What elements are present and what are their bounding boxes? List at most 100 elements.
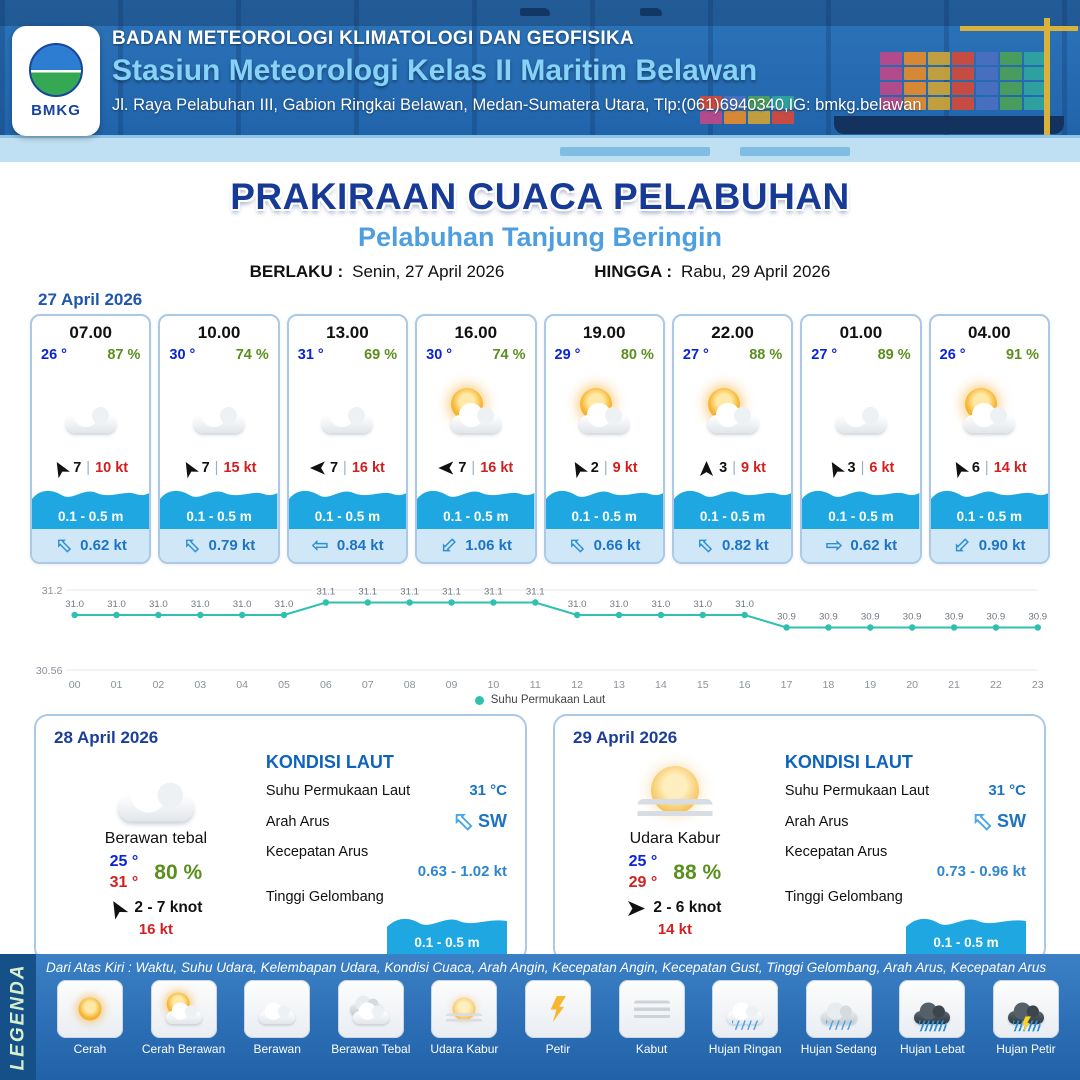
station-name: Stasiun Meteorologi Kelas II Maritim Bel… <box>112 54 758 87</box>
outlook-temps: 25 ° 29 ° 88 % <box>629 853 722 892</box>
valid-from-label: BERLAKU : <box>249 262 344 281</box>
wind-speed: 7 <box>201 460 210 476</box>
current-dir-label: Arah Arus <box>784 813 849 830</box>
wave-height-band: 0.1 - 0.5 m <box>288 483 407 529</box>
divider: | <box>860 460 865 476</box>
outlook-temps: 25 ° 31 ° 80 % <box>110 853 203 892</box>
hujan-ringan-icon <box>720 990 770 1030</box>
air-temperature: 30 ° <box>169 347 196 363</box>
weather-icon-zone <box>546 363 663 460</box>
wave-height-box: 0.1 - 0.5 m <box>387 909 507 957</box>
sst-label: Suhu Permukaan Laut <box>265 782 411 799</box>
legend-icon-box <box>618 980 685 1038</box>
outlook-weather-icon-zone <box>637 764 713 823</box>
wind-row: 7 | 16 kt <box>417 460 534 483</box>
forecast-time: 07.00 <box>69 323 112 342</box>
legend-label: Cerah Berawan <box>141 1042 226 1056</box>
crane-icon <box>960 26 1078 31</box>
wind-direction-icon <box>179 458 199 478</box>
wind-row: 2 - 7 knot <box>109 899 202 917</box>
svg-text:23: 23 <box>1032 679 1044 691</box>
svg-text:31.1: 31.1 <box>317 587 336 598</box>
wave-graphic <box>387 918 507 957</box>
wind-row: 3 | 9 kt <box>674 460 791 483</box>
bench-decoration <box>560 147 710 156</box>
current-speed-label: Kecepatan Arus <box>784 844 888 860</box>
temp-min: 25 ° <box>628 853 658 870</box>
humidity: 89 % <box>877 347 911 363</box>
svg-text:04: 04 <box>236 679 248 691</box>
svg-text:31.1: 31.1 <box>484 587 503 598</box>
svg-text:11: 11 <box>530 679 541 691</box>
sst-chart: 31.2 30.56 31.0 00 31.0 01 31.0 02 31.0 03 31.0 04 3… <box>28 574 1052 706</box>
wind-direction-icon <box>699 461 714 476</box>
current-speed: 0.90 kt <box>978 537 1026 554</box>
wave-graphic <box>545 490 663 529</box>
divider: | <box>984 460 989 476</box>
svg-text:09: 09 <box>446 679 458 691</box>
temp-humidity-row: 27 ° 88 % <box>674 343 791 363</box>
legend-icon-box <box>57 980 123 1038</box>
legend-item: Udara Kabur <box>418 980 510 1056</box>
humidity: 74 % <box>492 347 526 363</box>
hourly-forecast-card: 13.00 31 ° 69 % 7 | 16 kt 0.1 - 0.5 m ⇦ … <box>286 314 409 564</box>
wind-row: 7 | 10 kt <box>32 460 149 483</box>
wave-height-band: 0.1 - 0.5 m <box>32 483 150 529</box>
berawan-icon <box>103 751 208 829</box>
outlook-condition: Berawan tebal <box>104 830 208 847</box>
current-speed: 0.79 kt <box>208 537 256 554</box>
wind-direction-icon <box>50 458 70 478</box>
wave-height: 0.1 - 0.5 m <box>414 935 480 950</box>
svg-text:00: 00 <box>69 679 81 691</box>
air-temperature: 26 ° <box>41 347 67 363</box>
wind-direction-icon <box>438 461 454 475</box>
air-temperature: 29 ° <box>554 347 581 363</box>
legend-item: Berawan <box>231 980 323 1056</box>
gust-speed: 9 kt <box>740 460 766 476</box>
sea-title: KONDISI LAUT <box>784 752 913 772</box>
wind-direction-icon <box>309 461 325 475</box>
forecast-time: 04.00 <box>968 323 1011 342</box>
svg-text:10: 10 <box>487 679 499 691</box>
legend-item: Hujan Lebat <box>886 980 978 1056</box>
current-direction: SW <box>478 811 507 831</box>
berawan-icon <box>184 386 254 438</box>
air-temperature: 31 ° <box>297 347 324 363</box>
humidity: 80 % <box>620 347 654 363</box>
svg-text:30.9: 30.9 <box>903 612 922 623</box>
legend-label: Berawan Tebal <box>331 1042 411 1056</box>
svg-text:31.0: 31.0 <box>107 599 126 610</box>
ship-hull-decoration <box>834 116 1064 134</box>
current-speed: 1.06 kt <box>465 537 512 554</box>
wave-height: 0.1 - 0.5 m <box>58 509 124 524</box>
svg-text:19: 19 <box>864 679 876 691</box>
svg-text:30.9: 30.9 <box>945 612 964 623</box>
wind-range: 2 - 7 knot <box>134 899 203 916</box>
hourly-forecast-card: 07.00 26 ° 87 % 7 | 10 kt 0.1 - 0.5 m ⇦ … <box>30 314 152 564</box>
legend-title-strip: LEGENDA <box>0 954 36 1080</box>
wind-direction-icon <box>628 900 645 917</box>
wave-graphic <box>288 490 407 529</box>
current-direction-icon: ⇦ <box>48 530 79 560</box>
legend-icon-box <box>524 980 591 1038</box>
cerah-berawan-icon <box>954 386 1024 438</box>
temp-humidity-row: 29 ° 80 % <box>546 343 663 363</box>
air-temperature: 27 ° <box>682 347 709 363</box>
wave-height: 0.1 - 0.5 m <box>314 509 381 524</box>
current-direction-icon: ⇦ <box>946 530 977 560</box>
outlook-weather: Udara Kabur 25 ° 29 ° 88 % 2 - 6 knot 14… <box>573 748 777 957</box>
outlook-body: Berawan tebal 25 ° 31 ° 80 % 2 - 7 knot … <box>54 748 507 957</box>
air-temperature: 30 ° <box>426 347 453 363</box>
station-address: Jl. Raya Pelabuhan III, Gabion Ringkai B… <box>112 96 922 114</box>
port-name-subtitle: Pelabuhan Tanjung Beringin <box>357 222 722 252</box>
series-label: Suhu Permukaan Laut <box>490 694 606 706</box>
weather-icon-zone <box>931 363 1048 460</box>
wave-graphic <box>417 490 535 529</box>
hujan-lebat-icon <box>907 990 957 1032</box>
forecast-time: 22.00 <box>711 323 754 342</box>
svg-text:31.2: 31.2 <box>42 585 63 597</box>
svg-text:06: 06 <box>320 679 332 691</box>
current-speed: 0.84 kt <box>336 537 384 554</box>
hourly-forecast-card: 19.00 29 ° 80 % 2 | 9 kt 0.1 - 0.5 m ⇦ 0… <box>543 314 665 564</box>
wave-graphic <box>160 490 278 529</box>
